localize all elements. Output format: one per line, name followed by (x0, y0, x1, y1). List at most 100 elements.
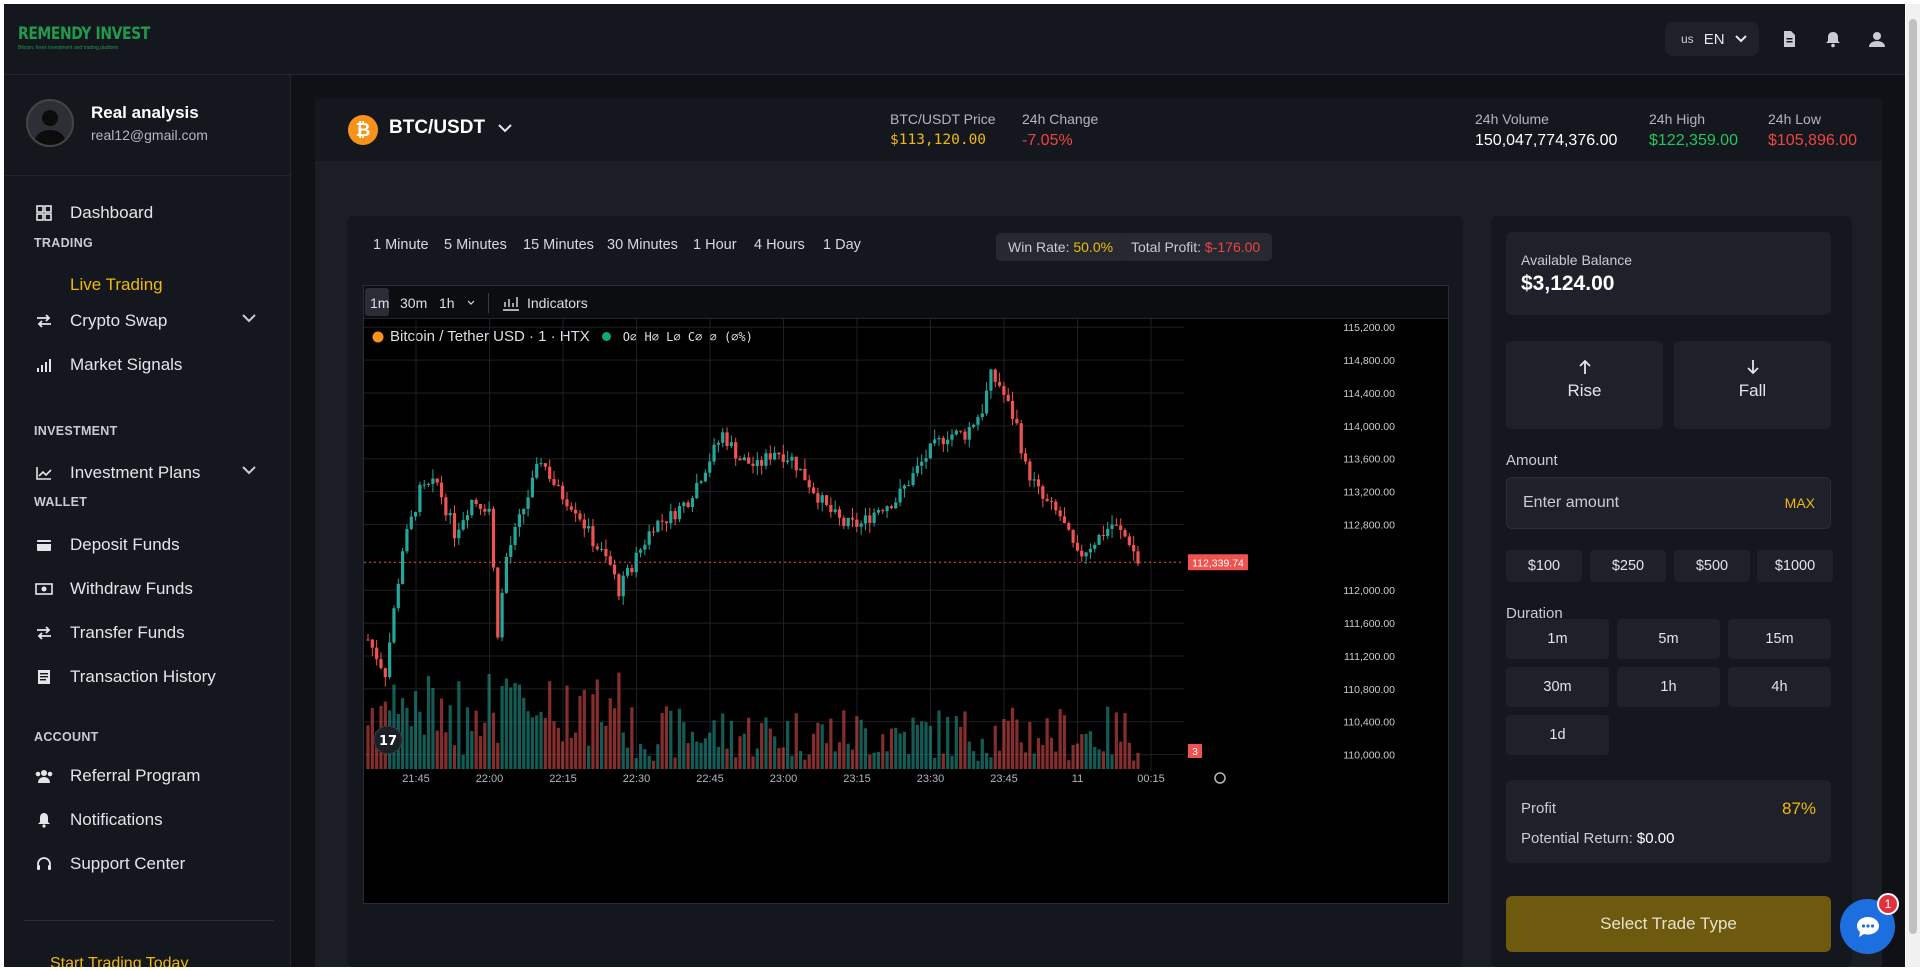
top-bar: REMENDY INVEST Bitcoin, forex investment… (4, 4, 1905, 75)
tab-15-minutes[interactable]: 15 Minutes (523, 237, 594, 253)
preset-250[interactable]: $250 (1590, 550, 1666, 582)
sidebar-item-support-center[interactable]: Support Center (34, 849, 264, 879)
duration-1h[interactable]: 1h (1617, 667, 1720, 707)
volume-bar (1097, 749, 1101, 769)
volume-bar (997, 750, 1002, 769)
candle-body (881, 510, 885, 512)
chevron-down-icon[interactable] (467, 300, 475, 305)
interval-1h[interactable]: 1h (439, 295, 455, 311)
volume-bar (660, 712, 664, 769)
scrollbar-thumb[interactable] (1909, 19, 1917, 934)
candle-body (509, 545, 513, 557)
user-icon[interactable] (1868, 30, 1886, 48)
volume-bar (1101, 751, 1105, 769)
user-profile[interactable]: Real analysis real12@gmail.com (26, 99, 276, 159)
sidebar-item-deposit-funds[interactable]: Deposit Funds (34, 530, 264, 560)
duration-1m[interactable]: 1m (1506, 619, 1609, 659)
volume-bar (413, 691, 418, 769)
duration-30m[interactable]: 30m (1506, 667, 1609, 707)
volume-bar (1032, 753, 1036, 769)
interval-1m[interactable]: 1m (370, 295, 390, 311)
select-trade-type-button[interactable]: Select Trade Type (1506, 896, 1831, 952)
volume-bar (937, 710, 941, 769)
volume-bar (755, 748, 759, 769)
volume-bar (837, 742, 842, 769)
sidebar-item-referral-program[interactable]: Referral Program (34, 761, 264, 791)
low-value: $105,896.00 (1768, 132, 1857, 149)
duration-1d[interactable]: 1d (1506, 715, 1609, 755)
volume-bar (561, 741, 565, 769)
divider (24, 920, 274, 921)
candle-body (1045, 498, 1049, 501)
price-value: $113,120.00 (890, 132, 987, 148)
total-profit-value: $-176.00 (1204, 239, 1261, 255)
win-rate-badge: Win Rate: 50.0% (996, 233, 1126, 261)
sidebar-item-dashboard[interactable]: Dashboard (34, 198, 264, 228)
candle-body (526, 497, 530, 509)
bell-icon[interactable] (1824, 30, 1842, 48)
volume-bar (1006, 720, 1010, 769)
profit-label: Profit (1521, 800, 1557, 817)
language-selector[interactable]: us EN (1665, 22, 1759, 56)
volume-badge (1188, 744, 1202, 758)
start-trading-link[interactable]: Start Trading Today (50, 955, 189, 967)
sidebar-item-crypto-swap[interactable]: Crypto Swap (34, 306, 264, 336)
rise-button[interactable]: Rise (1506, 341, 1663, 429)
candle-body (950, 434, 954, 440)
volume-bar (470, 730, 474, 769)
fall-button[interactable]: Fall (1674, 341, 1831, 429)
amount-input[interactable] (1507, 478, 1757, 528)
sidebar-item-live-trading[interactable]: Live Trading (70, 270, 300, 300)
duration-15m[interactable]: 15m (1728, 619, 1831, 659)
sidebar-item-label: Referral Program (70, 766, 201, 785)
candle-body (1106, 528, 1110, 537)
preset-500[interactable]: $500 (1674, 550, 1750, 582)
candle-body (595, 546, 599, 550)
preset-1000[interactable]: $1000 (1757, 550, 1833, 582)
duration-4h[interactable]: 4h (1728, 667, 1831, 707)
volume-bar (595, 679, 599, 769)
chart-card: 1 Minute 5 Minutes 15 Minutes 30 Minutes… (347, 216, 1463, 967)
chevron-down-icon (242, 314, 256, 323)
interval-30m[interactable]: 30m (400, 295, 428, 311)
candle-body (522, 508, 526, 515)
preset-100[interactable]: $100 (1506, 550, 1582, 582)
sidebar-item-label: Live Trading (70, 275, 163, 294)
candle-body (721, 432, 725, 443)
candle-body (941, 438, 945, 445)
indicators-button[interactable]: Indicators (527, 295, 588, 311)
tab-5-minutes[interactable]: 5 Minutes (444, 237, 507, 253)
candle-body (1036, 479, 1041, 487)
page-scrollbar[interactable] (1906, 4, 1920, 967)
sidebar-item-investment-plans[interactable]: Investment Plans (34, 458, 264, 488)
sidebar-item-transaction-history[interactable]: Transaction History (34, 662, 264, 692)
candle-body (426, 483, 431, 485)
brand-logo[interactable]: REMENDY INVEST Bitcoin, forex investment… (18, 24, 150, 58)
candle-body (552, 479, 556, 485)
tab-1-day[interactable]: 1 Day (823, 237, 861, 253)
chat-button[interactable]: 1 (1840, 893, 1899, 954)
sidebar-item-market-signals[interactable]: Market Signals (34, 350, 264, 380)
sidebar-item-notifications[interactable]: Notifications (34, 805, 264, 835)
tab-1-minute[interactable]: 1 Minute (373, 237, 429, 253)
tab-1-hour[interactable]: 1 Hour (693, 237, 737, 253)
document-icon[interactable] (1780, 30, 1798, 48)
candle-body (483, 508, 487, 512)
volume-bar (1023, 752, 1028, 769)
tab-4-hours[interactable]: 4 Hours (754, 237, 805, 253)
app-window: REMENDY INVEST Bitcoin, forex investment… (4, 4, 1905, 967)
sidebar-item-withdraw-funds[interactable]: Withdraw Funds (34, 574, 264, 604)
volume-bar (638, 744, 643, 769)
ticker-bar: ₿ BTC/USDT BTC/USDT Price $113,120.00 24… (315, 99, 1882, 161)
duration-5m[interactable]: 5m (1617, 619, 1720, 659)
interval-active-bg (365, 288, 389, 316)
price-chart[interactable]: 1m 30m 1h Indicators Bitcoin / Tether US… (363, 285, 1449, 904)
tab-30-minutes[interactable]: 30 Minutes (607, 237, 678, 253)
max-button[interactable]: MAX (1784, 495, 1815, 511)
volume-bar (375, 731, 379, 769)
volume-bar (902, 731, 907, 769)
pair-selector[interactable]: BTC/USDT (389, 117, 513, 139)
volume-bar (366, 725, 370, 769)
sidebar-item-transfer-funds[interactable]: Transfer Funds (34, 618, 264, 648)
candle-body (794, 456, 798, 471)
